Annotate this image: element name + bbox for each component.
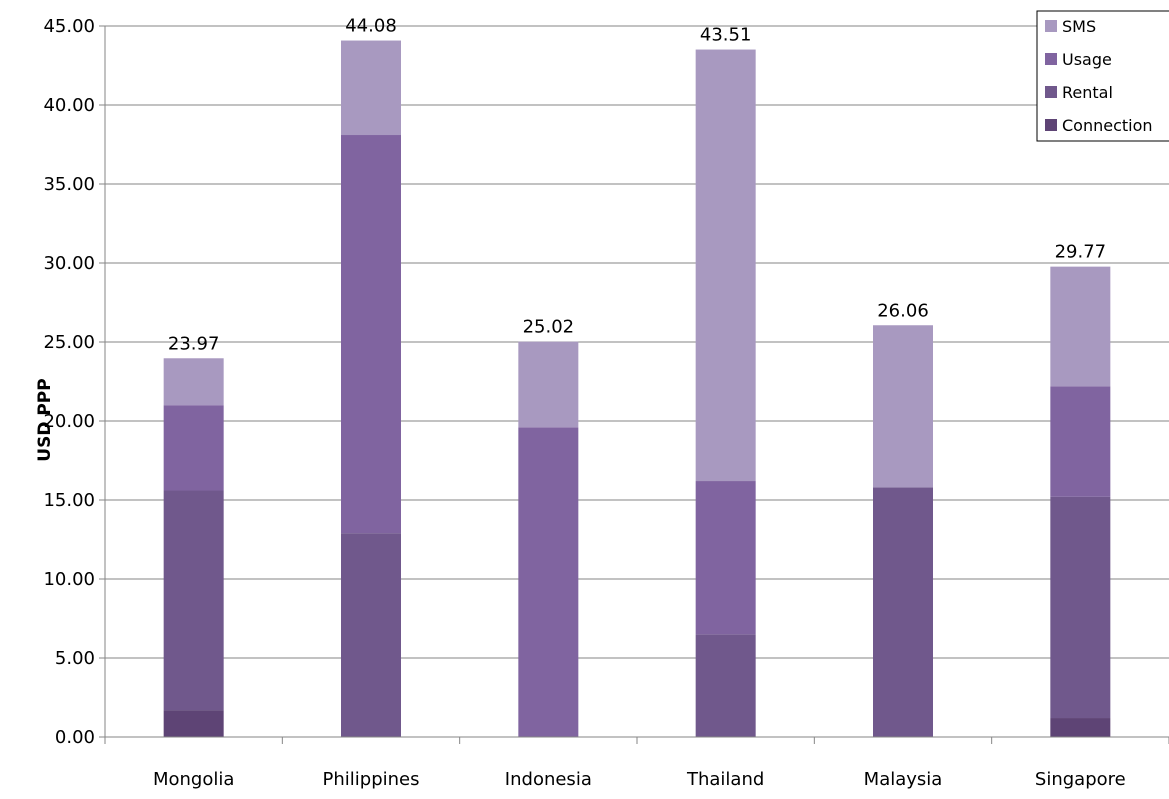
bar-total-label: 29.77 [1055, 242, 1107, 263]
y-tick-label: 40.00 [43, 95, 95, 116]
x-category-label: Mongolia [153, 769, 234, 790]
total-labels: 23.97 44.08 25.02 43.51 26.06 29.77 [168, 16, 1106, 355]
bar-segment-sms [518, 341, 579, 428]
legend-swatch-sms [1045, 20, 1057, 32]
y-tick-label: 25.00 [43, 332, 95, 353]
x-category-label: Thailand [686, 769, 764, 790]
bar-total-label: 26.06 [877, 300, 929, 321]
y-tick-label: 0.00 [55, 727, 95, 748]
y-tick-label: 20.00 [43, 411, 95, 432]
bar-segment-rental [341, 533, 401, 737]
bar-total-label: 43.51 [700, 25, 752, 46]
legend-swatch-connection [1045, 119, 1057, 131]
x-category-label: Malaysia [864, 769, 943, 790]
bar-segment-rental [873, 487, 933, 737]
x-category-label: Philippines [323, 769, 420, 790]
y-axis-ticks: 0.00 5.00 10.00 15.00 20.00 25.00 30.00 35.00 40… [43, 16, 106, 748]
bar-segment-rental [695, 634, 756, 737]
y-tick-label: 45.00 [43, 16, 95, 37]
bar-segment-usage [341, 135, 401, 534]
bar-segment-usage [1050, 386, 1111, 497]
bars [163, 40, 1111, 737]
x-axis: Mongolia Philippines Indonesia Thailand Mala… [104, 736, 1169, 790]
y-tick-label: 35.00 [43, 174, 95, 195]
bar-segment-connection [163, 710, 224, 737]
bar-segment-usage [163, 405, 224, 491]
y-tick-label: 5.00 [55, 648, 95, 669]
y-tick-label: 15.00 [43, 490, 95, 511]
legend-label-connection: Connection [1062, 116, 1153, 135]
x-category-label: Singapore [1035, 769, 1126, 790]
bar-segment-usage [518, 427, 579, 737]
legend-swatch-rental [1045, 86, 1057, 98]
legend-swatch-usage [1045, 53, 1057, 65]
bar-segment-sms [873, 325, 933, 488]
bar-segment-rental [163, 490, 224, 711]
gridlines [105, 25, 1169, 738]
bar-total-label: 23.97 [168, 333, 220, 354]
legend-label-usage: Usage [1062, 50, 1112, 69]
bar-total-label: 25.02 [523, 317, 575, 338]
bar-segment-usage [695, 481, 756, 635]
bar-segment-sms [341, 40, 401, 136]
y-tick-label: 10.00 [43, 569, 95, 590]
legend-label-sms: SMS [1062, 17, 1096, 36]
legend-box [1036, 10, 1169, 142]
bar-segment-connection [1050, 718, 1111, 737]
bar-segment-sms [1050, 266, 1111, 387]
legend: SMS Usage Rental Connection [1036, 10, 1169, 142]
bar-segment-sms [695, 49, 756, 482]
legend-label-rental: Rental [1062, 83, 1113, 102]
bar-segment-sms [163, 358, 224, 406]
y-tick-label: 30.00 [43, 253, 95, 274]
bar-segment-rental [1050, 496, 1111, 719]
y-axis-label: USD PPP [35, 378, 55, 461]
bar-total-label: 44.08 [345, 16, 397, 37]
x-category-label: Indonesia [505, 769, 592, 790]
